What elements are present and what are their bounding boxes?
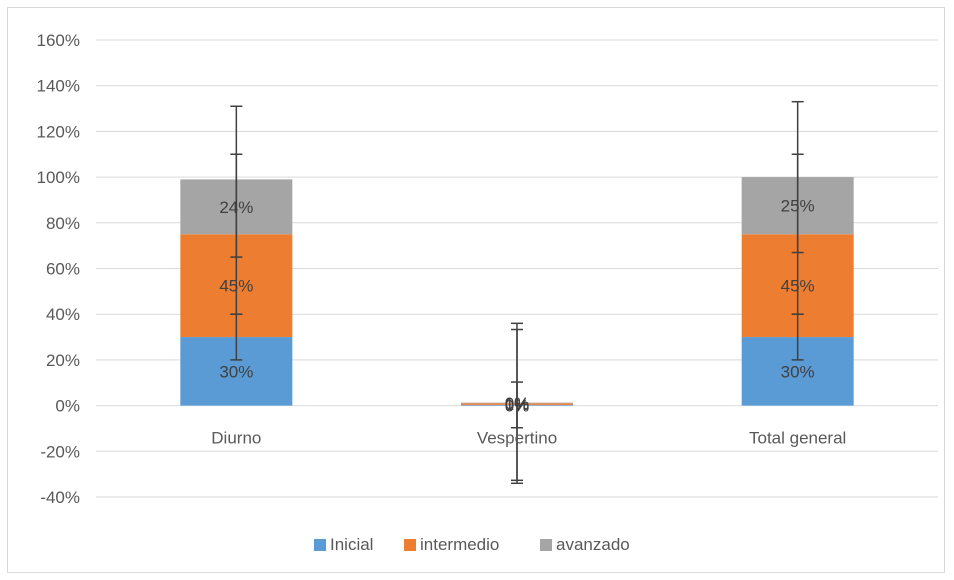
y-tick-label: 0%: [55, 397, 80, 416]
legend-swatch: [404, 539, 416, 551]
y-tick-label: 60%: [46, 260, 80, 279]
legend-swatch: [314, 539, 326, 551]
y-tick-label: 40%: [46, 305, 80, 324]
y-tick-label: 100%: [37, 168, 80, 187]
y-tick-label: 20%: [46, 351, 80, 370]
x-category-label: Total general: [749, 429, 846, 448]
x-category-label: Diurno: [211, 429, 261, 448]
y-tick-label: -20%: [40, 442, 80, 461]
data-label: 30%: [781, 362, 815, 381]
y-tick-label: 80%: [46, 214, 80, 233]
legend-label: avanzado: [556, 535, 630, 554]
legend-label: Inicial: [330, 535, 373, 554]
y-tick-label: 140%: [37, 77, 80, 96]
y-tick-label: 120%: [37, 122, 80, 141]
legend-label: intermedio: [420, 535, 499, 554]
data-label: 30%: [219, 362, 253, 381]
y-tick-label: -40%: [40, 488, 80, 507]
y-tick-label: 160%: [37, 31, 80, 50]
legend-swatch: [540, 539, 552, 551]
x-category-label: Vespertino: [477, 429, 557, 448]
